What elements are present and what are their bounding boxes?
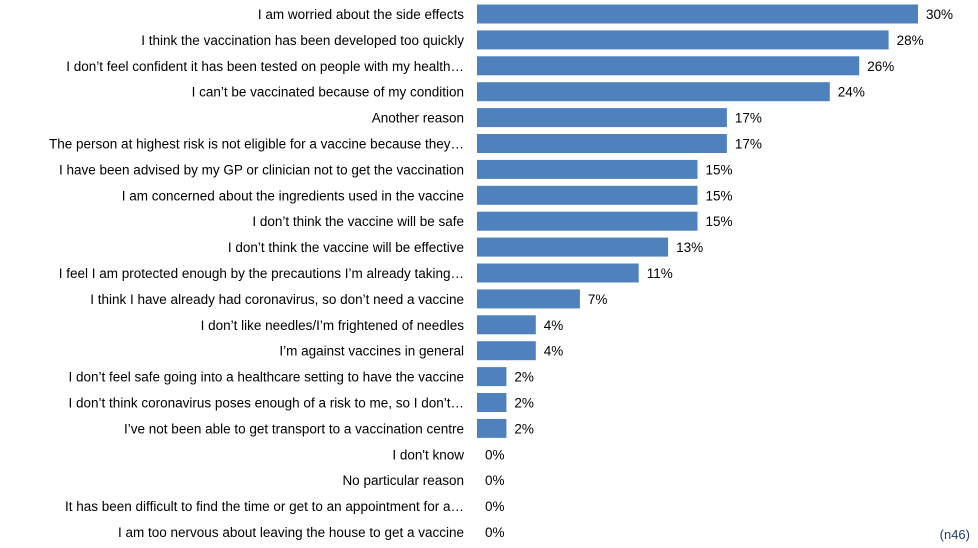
value-label: 2% (514, 396, 534, 411)
category-label: The person at highest risk is not eligib… (49, 137, 464, 152)
value-label: 17% (735, 137, 762, 152)
value-label: 0% (485, 473, 505, 488)
category-label: No particular reason (342, 473, 464, 488)
category-label: I don’t think the vaccine will be safe (252, 214, 464, 229)
bar (477, 82, 830, 102)
value-labels: 30%28%26%24%17%17%15%15%15%13%11%7%4%4%2… (485, 7, 953, 540)
sample-size-note: (n46) (939, 527, 970, 542)
category-label: I think I have already had coronavirus, … (90, 292, 464, 307)
category-label: I’m against vaccines in general (279, 344, 464, 359)
category-label: I can’t be vaccinated because of my cond… (192, 85, 464, 100)
bar (477, 30, 889, 50)
category-label: I have been advised by my GP or clinicia… (59, 162, 464, 177)
bar (477, 56, 860, 76)
bar (477, 4, 918, 24)
bar (477, 315, 536, 335)
value-label: 24% (838, 85, 865, 100)
category-label: I am too nervous about leaving the house… (118, 525, 464, 540)
category-label: I don’t like needles/I’m frightened of n… (201, 318, 465, 333)
bar (477, 418, 507, 438)
bar (477, 108, 727, 128)
value-label: 17% (735, 111, 762, 126)
value-label: 7% (588, 292, 608, 307)
value-label: 2% (514, 421, 534, 436)
bar (477, 341, 536, 361)
value-label: 11% (647, 266, 673, 281)
category-label: It has been difficult to find the time o… (65, 499, 464, 514)
category-label: I don’t think coronavirus poses enough o… (69, 396, 464, 411)
bar (477, 289, 580, 309)
category-label: I don’t feel confident it has been teste… (66, 59, 464, 74)
value-label: 15% (706, 214, 733, 229)
bar (477, 367, 507, 387)
bar (477, 134, 727, 153)
value-label: 4% (544, 344, 564, 359)
value-label: 0% (485, 447, 505, 462)
value-label: 28% (897, 33, 924, 48)
bars (477, 4, 918, 438)
value-label: 4% (544, 318, 564, 333)
category-label: I am concerned about the ingredients use… (122, 188, 464, 203)
value-label: 13% (676, 240, 703, 255)
value-label: 2% (514, 370, 534, 385)
bar (477, 237, 669, 257)
value-label: 15% (706, 162, 733, 177)
category-label: I feel I am protected enough by the prec… (59, 266, 464, 281)
value-label: 15% (706, 188, 733, 203)
category-label: I don’t think the vaccine will be effect… (228, 240, 464, 255)
value-label: 26% (867, 59, 894, 74)
category-label: I am worried about the side effects (258, 7, 464, 22)
category-labels: I am worried about the side effects I thi… (49, 7, 464, 540)
category-label: I think the vaccination has been develop… (141, 33, 464, 48)
value-label: 0% (485, 525, 505, 540)
category-label: I don’t feel safe going into a healthcar… (68, 370, 464, 385)
bar (477, 211, 698, 231)
value-label: 30% (926, 7, 953, 22)
value-label: 0% (485, 499, 505, 514)
category-label: I’ve not been able to get transport to a… (124, 421, 464, 436)
bar (477, 185, 698, 205)
bar (477, 159, 698, 179)
bar (477, 393, 507, 412)
category-label: Another reason (372, 111, 464, 126)
category-label: I don't know (392, 447, 464, 462)
bar (477, 263, 639, 283)
